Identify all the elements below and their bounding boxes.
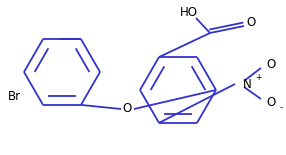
Text: Br: Br xyxy=(8,89,21,102)
Text: +: + xyxy=(255,73,261,82)
Text: HO: HO xyxy=(180,7,198,20)
Text: O: O xyxy=(122,102,132,115)
Text: N: N xyxy=(243,78,251,91)
Text: O: O xyxy=(246,16,256,29)
Text: O: O xyxy=(266,58,276,71)
Text: -: - xyxy=(279,104,283,113)
Text: O: O xyxy=(266,97,276,109)
